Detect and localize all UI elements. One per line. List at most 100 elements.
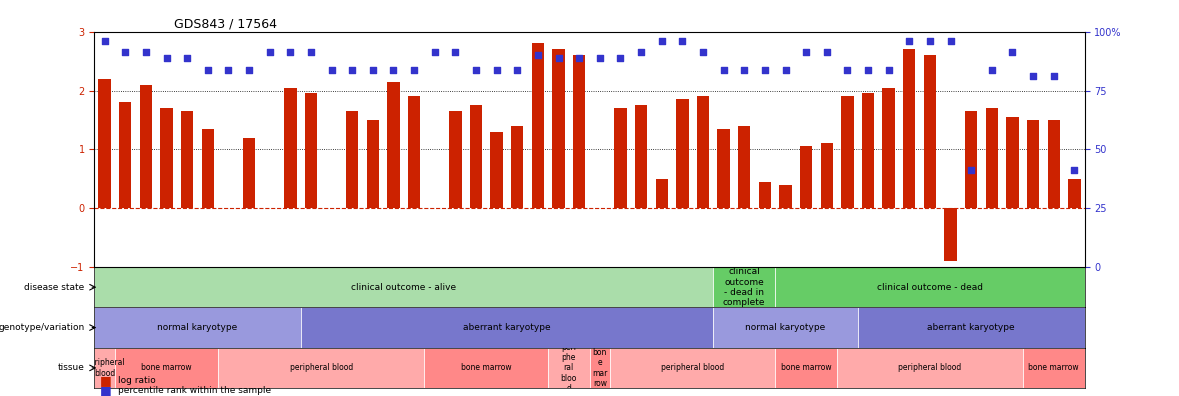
Bar: [99, 79, 111, 208]
FancyBboxPatch shape: [301, 307, 713, 348]
Bar: [635, 105, 647, 208]
Bar: [202, 129, 215, 208]
Bar: [284, 88, 297, 208]
Point: [941, 37, 960, 44]
Bar: [367, 120, 380, 208]
Text: peripheral blood: peripheral blood: [290, 364, 353, 372]
Point: [858, 67, 877, 73]
Text: ■: ■: [100, 384, 112, 396]
FancyBboxPatch shape: [548, 348, 590, 388]
FancyBboxPatch shape: [713, 267, 776, 307]
Point: [632, 49, 651, 55]
Point: [591, 55, 610, 61]
Point: [322, 67, 341, 73]
FancyBboxPatch shape: [116, 348, 218, 388]
Bar: [490, 132, 502, 208]
Text: normal karyotype: normal karyotype: [157, 323, 238, 332]
Point: [198, 67, 217, 73]
FancyBboxPatch shape: [776, 348, 837, 388]
Point: [962, 167, 981, 173]
Point: [157, 55, 176, 61]
FancyBboxPatch shape: [94, 307, 301, 348]
Point: [219, 67, 238, 73]
Point: [693, 49, 712, 55]
Bar: [532, 44, 544, 208]
Text: peripheral
blood: peripheral blood: [85, 358, 125, 378]
Bar: [986, 108, 999, 208]
Point: [508, 67, 527, 73]
Point: [528, 52, 547, 58]
Point: [1023, 72, 1042, 79]
Point: [714, 67, 733, 73]
Point: [1003, 49, 1022, 55]
Text: disease state: disease state: [24, 283, 85, 292]
Bar: [1007, 117, 1019, 208]
Point: [467, 67, 486, 73]
Bar: [449, 111, 462, 208]
Point: [404, 67, 423, 73]
Point: [549, 55, 568, 61]
FancyBboxPatch shape: [776, 267, 1085, 307]
Bar: [1068, 179, 1080, 208]
Bar: [512, 126, 523, 208]
Point: [178, 55, 197, 61]
Bar: [614, 108, 627, 208]
Point: [880, 67, 898, 73]
FancyBboxPatch shape: [590, 348, 611, 388]
Bar: [1048, 120, 1060, 208]
Text: GDS843 / 17564: GDS843 / 17564: [173, 17, 277, 30]
Bar: [821, 143, 832, 208]
Text: normal karyotype: normal karyotype: [745, 323, 825, 332]
Text: log ratio: log ratio: [118, 376, 156, 385]
Point: [673, 37, 692, 44]
Bar: [243, 137, 256, 208]
Point: [982, 67, 1001, 73]
Point: [569, 55, 588, 61]
Point: [261, 49, 279, 55]
Text: bon
e
mar
row: bon e mar row: [592, 348, 607, 388]
FancyBboxPatch shape: [837, 348, 1023, 388]
Bar: [717, 129, 730, 208]
Point: [921, 37, 940, 44]
Point: [302, 49, 321, 55]
Text: aberrant karyotype: aberrant karyotype: [928, 323, 1015, 332]
Text: tissue: tissue: [58, 364, 85, 372]
Bar: [862, 93, 875, 208]
Bar: [1027, 120, 1040, 208]
Bar: [801, 147, 812, 208]
Text: percentile rank within the sample: percentile rank within the sample: [118, 386, 271, 394]
Text: genotype/variation: genotype/variation: [0, 323, 85, 332]
Text: bone marrow: bone marrow: [1028, 364, 1079, 372]
Text: peripheral blood: peripheral blood: [898, 364, 962, 372]
FancyBboxPatch shape: [1023, 348, 1085, 388]
Bar: [573, 55, 586, 208]
Point: [487, 67, 506, 73]
Point: [384, 67, 403, 73]
Point: [756, 67, 775, 73]
Point: [838, 67, 857, 73]
Bar: [882, 88, 895, 208]
Text: peripheral blood: peripheral blood: [661, 364, 724, 372]
Text: bone marrow: bone marrow: [461, 364, 512, 372]
FancyBboxPatch shape: [611, 348, 776, 388]
Point: [426, 49, 444, 55]
Bar: [304, 93, 317, 208]
FancyBboxPatch shape: [858, 307, 1085, 348]
FancyBboxPatch shape: [94, 267, 713, 307]
Point: [446, 49, 465, 55]
Bar: [738, 126, 750, 208]
Bar: [759, 182, 771, 208]
Bar: [347, 111, 358, 208]
Text: ■: ■: [100, 374, 112, 386]
Point: [652, 37, 671, 44]
Point: [797, 49, 816, 55]
Bar: [387, 82, 400, 208]
Bar: [656, 179, 667, 208]
Bar: [119, 102, 132, 208]
Point: [343, 67, 362, 73]
Point: [239, 67, 258, 73]
Bar: [779, 185, 792, 208]
Point: [776, 67, 795, 73]
Point: [1045, 72, 1063, 79]
Text: clinical outcome - alive: clinical outcome - alive: [351, 283, 456, 292]
